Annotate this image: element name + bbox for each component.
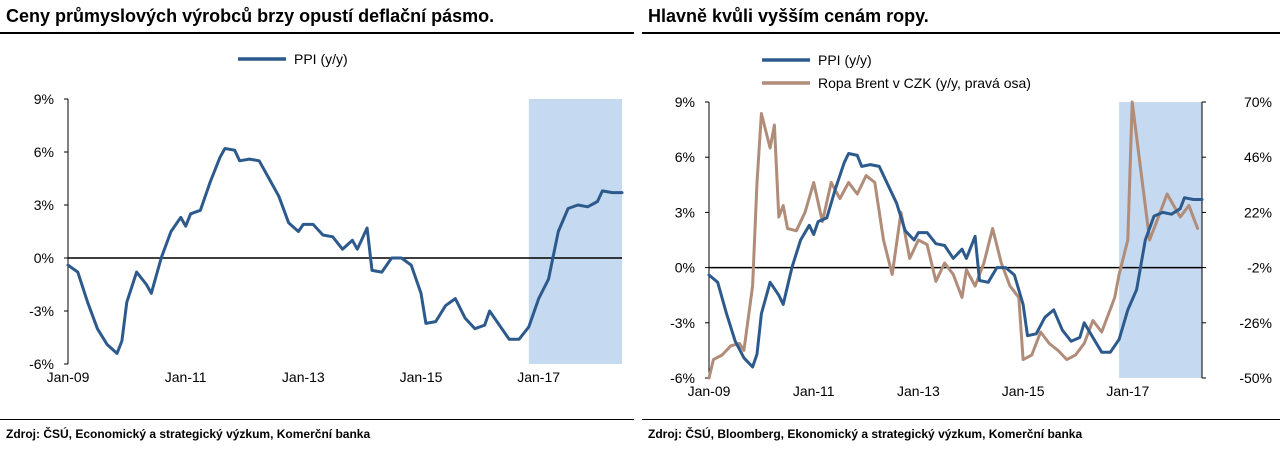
source-note: Zdroj: ČSÚ, Economický a strategický výz… [6, 427, 371, 441]
x-tick-label: Jan-17 [517, 369, 560, 385]
x-tick-label: Jan-11 [165, 369, 207, 385]
title-divider [0, 32, 634, 34]
chart-title: Ceny průmyslových výrobců brzy opustí de… [6, 6, 495, 26]
ppi-brent-chart: 9% 6% 3% 0% -3% -6% 70% 46% 22% -2% -26% -50% Jan-09… [670, 52, 1272, 399]
title-divider [642, 32, 1280, 34]
y2-tick-label: 22% [1244, 204, 1272, 220]
y2-tick-label: -50% [1239, 370, 1272, 386]
brent-series-line [707, 100, 1200, 380]
y-tick-label: 0% [34, 250, 54, 266]
x-tick-label: Jan-15 [400, 369, 443, 385]
x-tick-label: Jan-13 [282, 369, 325, 385]
source-note: Zdroj: ČSÚ, Bloomberg, Ekonomický a stra… [648, 427, 1083, 441]
ppi-series-line [707, 152, 1204, 369]
y-tick-label: 9% [34, 91, 54, 107]
x-tick-label: Jan-09 [47, 369, 90, 385]
y-tick-label: 3% [34, 197, 54, 213]
forecast-shade [1119, 102, 1202, 378]
chart-panel-ppi-brent: Hlavně kvůli vyšším cenám ropy. 9% 6% 3% 0%… [642, 0, 1284, 454]
y2-tick-label: -2% [1247, 260, 1272, 276]
y-tick-label: -6% [29, 356, 54, 372]
x-tick-label: Jan-11 [793, 383, 835, 399]
y-tick-label: 9% [675, 94, 695, 110]
x-tick-label: Jan-15 [1002, 383, 1045, 399]
legend-label: PPI (y/y) [818, 52, 872, 68]
source-divider [642, 419, 1280, 420]
y-tick-label: 6% [675, 149, 695, 165]
y-tick-label: -3% [670, 315, 695, 331]
y-tick-label: 6% [34, 144, 54, 160]
forecast-shade [528, 99, 622, 364]
y2-tick-label: -26% [1239, 315, 1272, 331]
legend-label: PPI (y/y) [294, 51, 348, 67]
source-divider [0, 419, 634, 420]
y2-tick-label: 70% [1244, 94, 1272, 110]
y-tick-label: -6% [670, 370, 695, 386]
y-tick-label: -3% [29, 303, 54, 319]
ppi-series-line [66, 147, 624, 355]
y2-tick-label: 46% [1244, 149, 1272, 165]
ppi-chart: 9% 6% 3% 0% -3% -6%Jan-09 Jan-11 Jan-13 Jan-15 Ja… [29, 51, 624, 385]
chart-title: Hlavně kvůli vyšším cenám ropy. [648, 6, 929, 26]
x-tick-label: Jan-09 [688, 383, 731, 399]
x-tick-label: Jan-17 [1106, 383, 1149, 399]
y-tick-label: 0% [675, 260, 695, 276]
chart-panel-ppi: Ceny průmyslových výrobců brzy opustí de… [0, 0, 638, 454]
y-tick-label: 3% [675, 204, 695, 220]
legend-label: Ropa Brent v CZK (y/y, pravá osa) [818, 75, 1031, 91]
x-tick-label: Jan-13 [897, 383, 940, 399]
